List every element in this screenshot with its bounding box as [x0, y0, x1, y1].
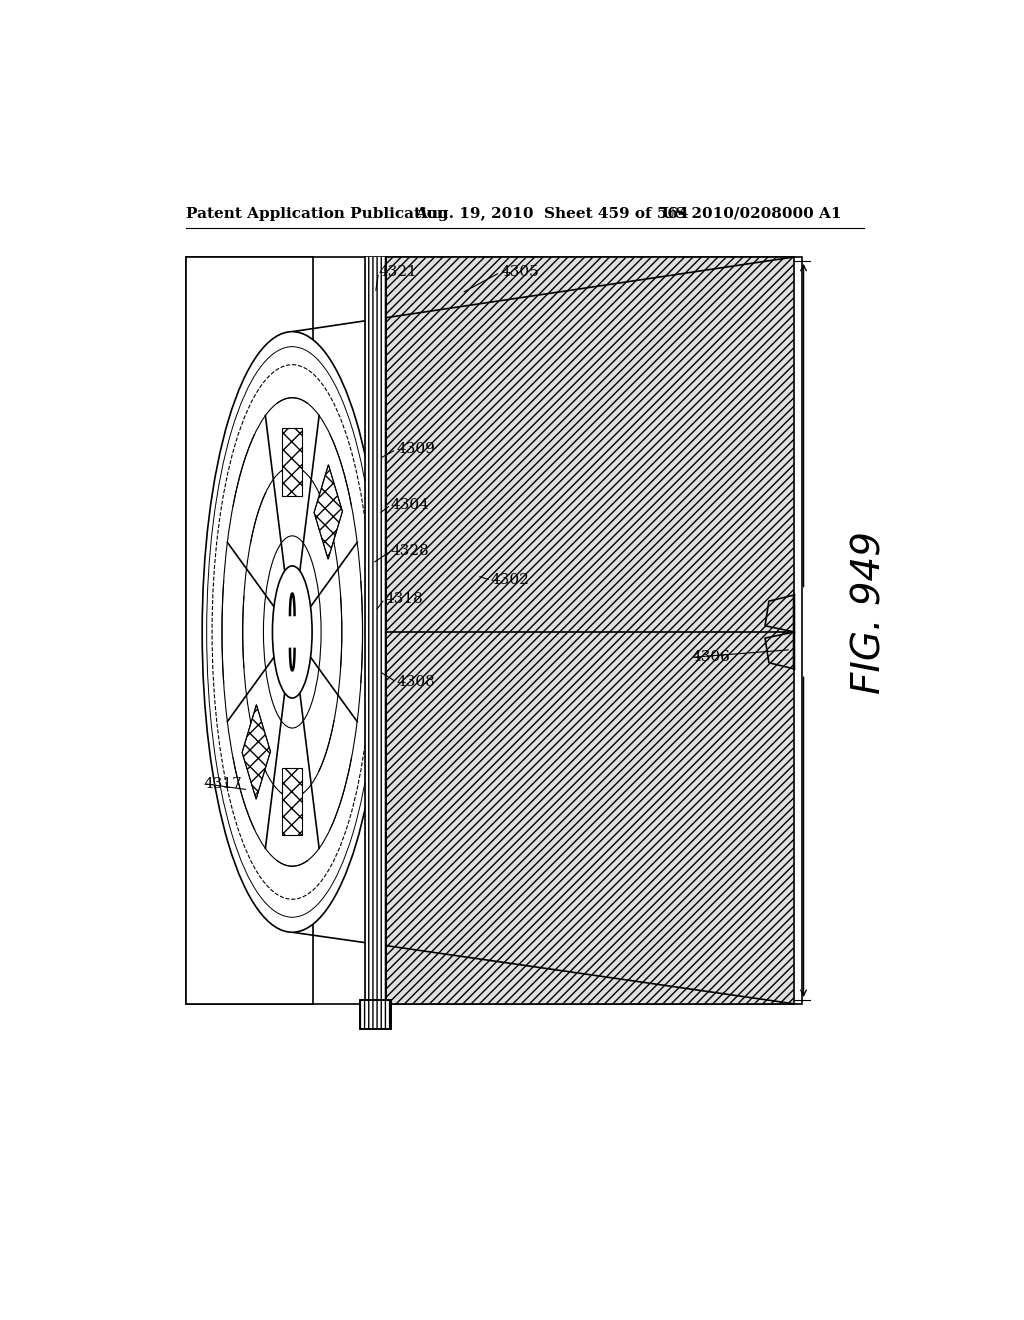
- Bar: [365, 257, 386, 1003]
- Ellipse shape: [202, 331, 382, 932]
- Text: 4317: 4317: [204, 776, 243, 791]
- Bar: [186, 257, 313, 1003]
- Text: 4305: 4305: [500, 265, 539, 280]
- Polygon shape: [283, 429, 302, 496]
- Polygon shape: [314, 465, 342, 560]
- Polygon shape: [283, 768, 302, 836]
- Bar: [360, 1001, 391, 1030]
- Bar: [360, 1001, 391, 1030]
- Text: 4302: 4302: [490, 573, 529, 587]
- Text: Patent Application Publication: Patent Application Publication: [186, 207, 449, 220]
- Text: 4309: 4309: [396, 442, 435, 457]
- Text: 4306: 4306: [691, 651, 730, 664]
- Text: Aug. 19, 2010  Sheet 459 of 564: Aug. 19, 2010 Sheet 459 of 564: [416, 207, 689, 220]
- Polygon shape: [242, 705, 270, 799]
- Text: 4328: 4328: [391, 544, 430, 558]
- Ellipse shape: [272, 566, 312, 698]
- Text: FIG. 949: FIG. 949: [851, 531, 889, 694]
- Text: 4304: 4304: [391, 498, 430, 512]
- Text: 4321: 4321: [379, 265, 418, 280]
- Text: US 2010/0208000 A1: US 2010/0208000 A1: [662, 207, 842, 220]
- Polygon shape: [386, 257, 795, 1003]
- Text: 4318: 4318: [385, 591, 423, 606]
- Text: 4308: 4308: [396, 675, 435, 689]
- Bar: [186, 257, 802, 1003]
